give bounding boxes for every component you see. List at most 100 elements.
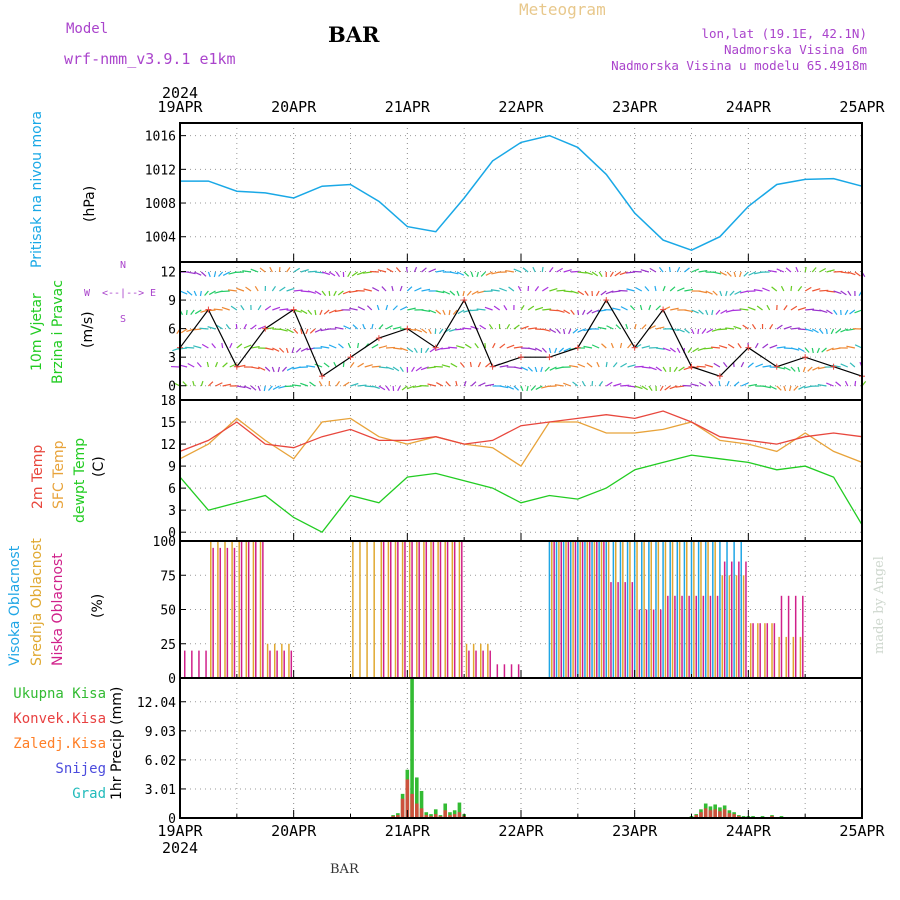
wind-arrow	[766, 304, 771, 311]
wind-arrow	[648, 304, 652, 311]
wind-arrow	[733, 381, 740, 387]
wind-arrow	[206, 361, 210, 368]
wind-arrow	[606, 325, 614, 330]
wind-arrow	[236, 287, 245, 292]
wind-arrow	[676, 347, 681, 354]
y-tick-label: 0	[168, 380, 176, 395]
wind-arrow	[350, 382, 359, 387]
wind-arrow	[392, 326, 402, 330]
wind-arrow	[797, 347, 805, 353]
wind-arrow	[456, 271, 465, 276]
wind-arrow	[485, 383, 495, 387]
wind-arrow	[669, 347, 676, 353]
wind-arrow	[242, 270, 252, 273]
wind-arrow	[455, 380, 458, 387]
wind-arrow	[819, 267, 827, 273]
wind-arrow	[413, 266, 418, 273]
wind-arrow	[655, 347, 665, 350]
cloud-label-low: Niska Oblacnost	[50, 553, 66, 666]
wind-arrow	[185, 309, 188, 316]
wind-arrow	[854, 344, 863, 349]
y-tick-label: 0	[168, 526, 176, 541]
wind-arrow	[569, 364, 578, 368]
wind-arrow	[485, 271, 493, 276]
wind-arrow	[428, 328, 432, 335]
wind-arrow	[259, 267, 266, 273]
wind-arrow	[670, 307, 679, 311]
wind-arrow	[798, 385, 806, 390]
wind-arrow	[366, 305, 373, 311]
wind-arrow	[285, 347, 289, 354]
wind-arrow	[698, 290, 708, 294]
wind-arrow	[215, 382, 223, 387]
wind-arrow	[399, 306, 408, 311]
wind-arrow	[371, 323, 374, 330]
wind-arrow	[411, 366, 415, 373]
wind-arrow	[492, 342, 496, 349]
wind-arrow	[421, 288, 431, 292]
y-tick-label: 9	[168, 294, 176, 309]
wind-arrow	[581, 380, 586, 387]
wind-arrow	[698, 269, 708, 273]
wind-arrow	[846, 345, 856, 349]
precip-legend-snow: Snijeg	[55, 761, 106, 777]
cloud-label-high: Visoka Oblacnost	[7, 545, 23, 666]
wind-arrow	[484, 306, 493, 311]
wind-arrow	[333, 290, 337, 297]
wind-arrow	[807, 366, 813, 372]
wind-arrow	[762, 343, 769, 349]
wind-arrow	[596, 361, 600, 368]
wind-arrow	[821, 347, 827, 353]
wind-arrow	[479, 324, 486, 330]
wind-arrow	[676, 266, 681, 273]
wind-arrow	[381, 286, 387, 292]
wind-arrow	[819, 289, 829, 292]
wind-arrow	[462, 290, 465, 297]
wind-arrow	[300, 382, 309, 387]
wind-arrow	[690, 328, 695, 335]
wind-arrow	[627, 385, 637, 388]
footer-station: BAR	[330, 862, 359, 877]
precip-legend-freezing: Zaledj.Kisa	[13, 736, 106, 752]
wind-arrow	[279, 308, 289, 311]
wind-arrow	[499, 287, 508, 292]
wind-arrow	[615, 324, 621, 330]
y-tick-label: 3.01	[145, 783, 176, 798]
wind-arrow	[243, 344, 252, 349]
wind-arrow	[187, 362, 195, 368]
wind-arrow	[470, 325, 479, 330]
wind-arrow	[844, 380, 849, 387]
y-tick-label: 6	[168, 323, 176, 338]
wind-arrow	[611, 290, 621, 293]
wind-arrow	[385, 385, 390, 391]
wind-arrow	[804, 286, 812, 292]
wind-arrow	[684, 309, 694, 313]
wind-arrow	[281, 366, 288, 372]
wind-arrow	[221, 306, 230, 311]
wind-arrow	[216, 324, 223, 330]
wind-arrow	[250, 324, 257, 330]
wind-arrow	[648, 385, 653, 392]
wind-arrow	[554, 384, 564, 387]
wind-arrow	[691, 309, 699, 314]
wind-arrow	[300, 347, 309, 352]
wind-arrow	[690, 383, 699, 387]
wind-arrow	[200, 380, 204, 387]
wind-arrow	[692, 347, 699, 353]
wind-arrow	[586, 362, 593, 368]
credit-watermark: made by Angel	[872, 556, 887, 654]
wind-arrow	[669, 286, 676, 292]
y-tick-label: 6.02	[145, 754, 176, 769]
precip-convective-bar	[410, 793, 414, 818]
precip-total-bar	[410, 678, 414, 818]
wind-arrow	[264, 305, 272, 311]
y-tick-label: 100	[153, 535, 176, 550]
model-name: wrf-nmm_v3.9.1 e1km	[64, 50, 236, 68]
wind-arrow	[407, 307, 416, 311]
precip-legend-total: Ukupna Kisa	[13, 686, 106, 702]
wind-arrow	[464, 343, 472, 349]
precip-ylabel: 1hr Precip (mm)	[109, 686, 125, 800]
wind-arrow	[328, 344, 337, 349]
wind-arrow	[300, 328, 303, 335]
wind-arrow	[541, 286, 549, 292]
